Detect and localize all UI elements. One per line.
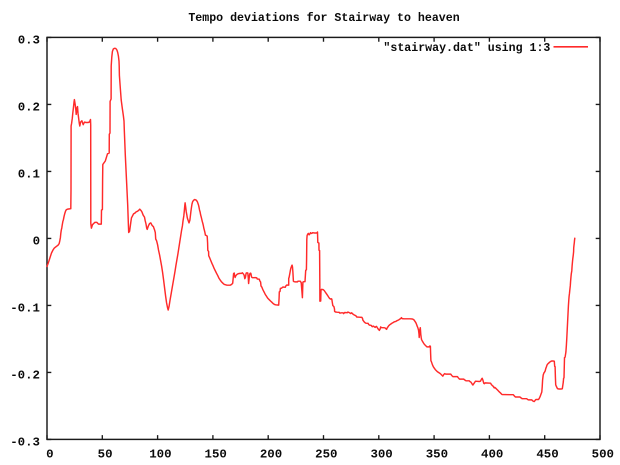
svg-text:-0.1: -0.1 <box>10 301 40 315</box>
svg-text:Tempo deviations for Stairway: Tempo deviations for Stairway to heaven <box>188 12 459 25</box>
svg-text:300: 300 <box>370 447 392 461</box>
svg-text:-0.3: -0.3 <box>10 435 40 449</box>
svg-text:350: 350 <box>426 447 448 461</box>
svg-text:0: 0 <box>33 234 40 248</box>
svg-text:450: 450 <box>536 447 558 461</box>
svg-text:0: 0 <box>46 447 53 461</box>
svg-text:100: 100 <box>149 447 171 461</box>
svg-text:150: 150 <box>205 447 227 461</box>
svg-text:50: 50 <box>98 447 113 461</box>
svg-text:"stairway.dat" using 1:3: "stairway.dat" using 1:3 <box>383 42 550 55</box>
svg-text:250: 250 <box>315 447 337 461</box>
svg-text:400: 400 <box>481 447 503 461</box>
svg-text:0.3: 0.3 <box>18 33 40 47</box>
svg-text:0.1: 0.1 <box>18 167 40 181</box>
svg-text:0.2: 0.2 <box>18 100 40 114</box>
svg-text:200: 200 <box>260 447 282 461</box>
svg-text:-0.2: -0.2 <box>10 368 40 382</box>
svg-text:500: 500 <box>592 447 614 461</box>
